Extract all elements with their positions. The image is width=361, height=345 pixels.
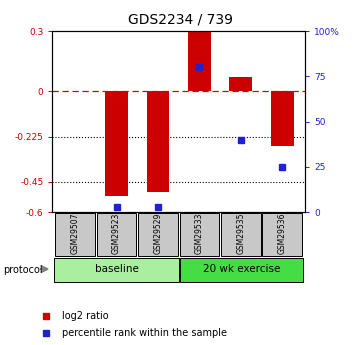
Text: GSM29529: GSM29529 [153,213,162,254]
Bar [179,213,219,256]
Text: GSM29535: GSM29535 [236,213,245,255]
Bar [271,91,293,146]
Bar [55,258,179,282]
Bar [138,213,178,256]
Text: log2 ratio: log2 ratio [61,311,108,321]
Bar [230,77,252,91]
Bar [147,91,169,192]
Text: GSM29523: GSM29523 [112,213,121,254]
Text: baseline: baseline [95,265,139,274]
Text: GSM29533: GSM29533 [195,213,204,255]
Bar [105,91,128,196]
Text: percentile rank within the sample: percentile rank within the sample [61,328,226,338]
Bar [262,213,302,256]
Bar [188,31,211,91]
Bar [179,258,303,282]
Text: GSM29536: GSM29536 [278,213,287,255]
Text: GDS2234 / 739: GDS2234 / 739 [128,12,233,26]
Text: GSM29507: GSM29507 [71,213,80,255]
Text: protocol: protocol [4,265,43,275]
Text: 20 wk exercise: 20 wk exercise [203,265,280,274]
Bar [97,213,136,256]
Bar [55,213,95,256]
Bar [221,213,261,256]
